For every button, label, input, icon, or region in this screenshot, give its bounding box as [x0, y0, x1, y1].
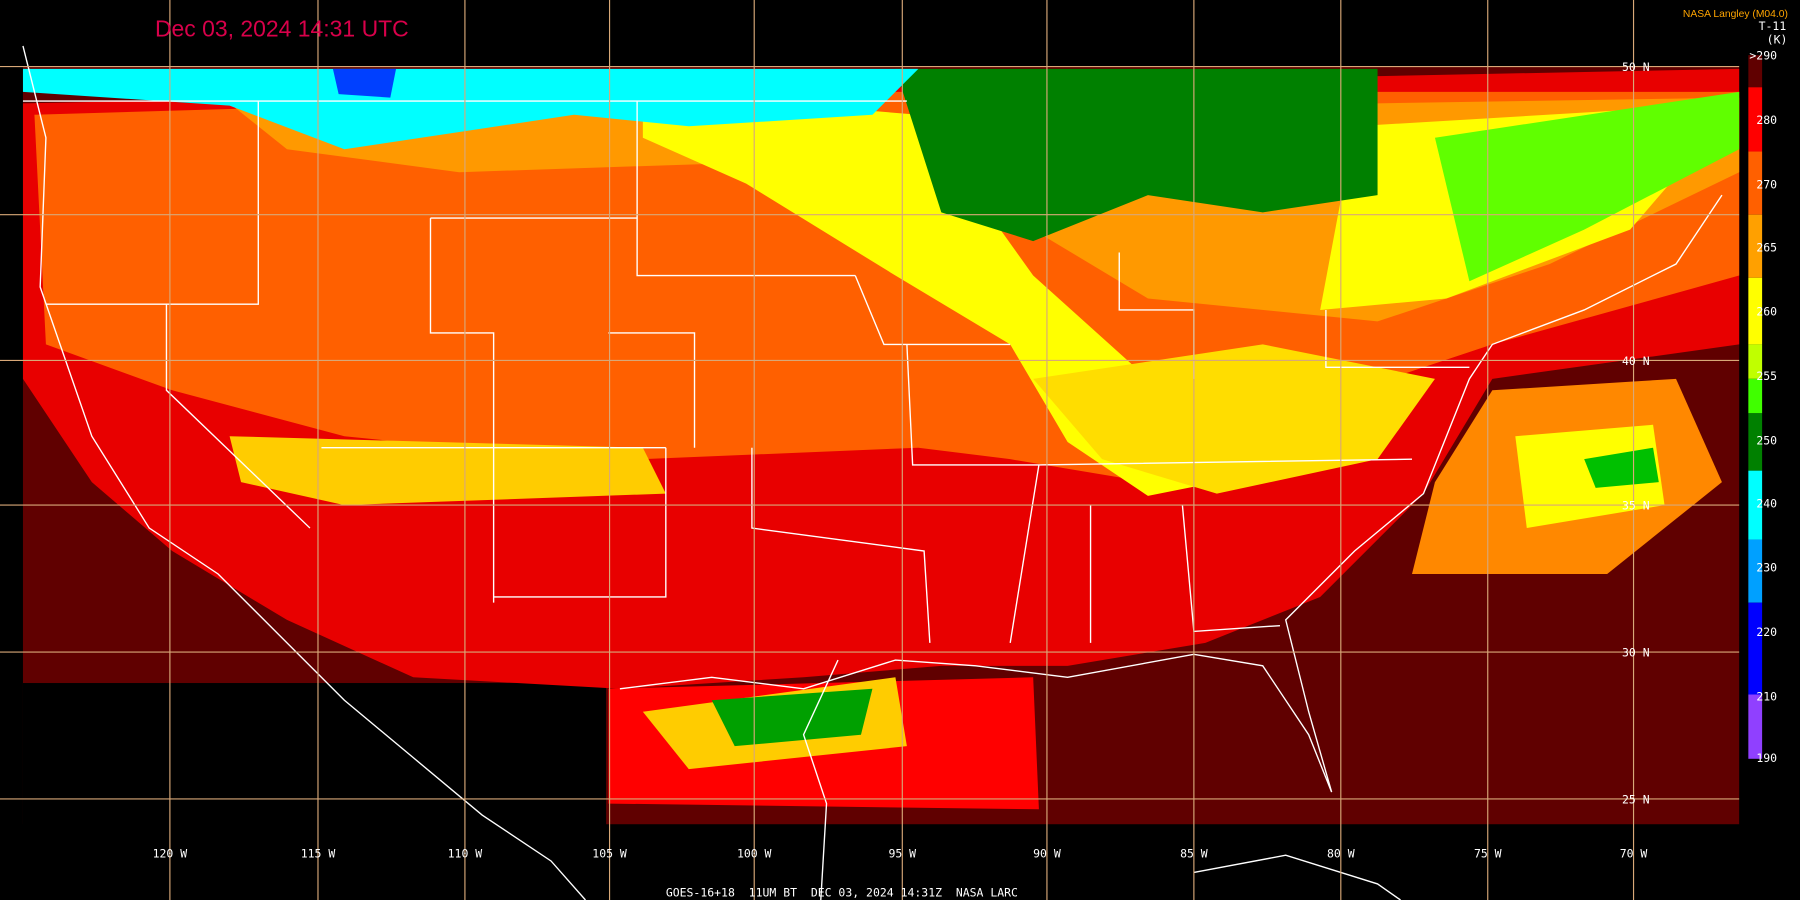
coastline — [22, 45, 1723, 900]
credit: NASA Langley (M04.0) — [1683, 9, 1788, 20]
legend-tick-label: 210 — [1756, 689, 1777, 703]
temp-region — [711, 688, 873, 747]
color-step — [1748, 277, 1763, 345]
legend-tick-label: 270 — [1756, 177, 1777, 191]
color-step — [1748, 694, 1763, 759]
longitude-label: 110 W — [448, 847, 483, 861]
color-bar — [1748, 55, 1763, 759]
color-step — [1748, 55, 1763, 88]
temp-region — [229, 436, 666, 506]
channel: T-11 — [1759, 19, 1787, 33]
color-step — [1748, 378, 1763, 414]
color-step — [1748, 214, 1763, 278]
legend-tick-label: 260 — [1756, 305, 1777, 319]
legend-tick-label: 280 — [1756, 113, 1777, 127]
legend-tick-label: >290 — [1749, 49, 1777, 63]
temp-region — [895, 68, 1378, 242]
legend-tick-label: 265 — [1756, 240, 1777, 254]
legend-tick-label: 220 — [1756, 625, 1777, 639]
longitude-label: 70 W — [1620, 847, 1648, 861]
temperature-image — [22, 66, 1740, 827]
legend-tick-label: 255 — [1756, 369, 1777, 383]
longitude-label: 120 W — [153, 847, 188, 861]
color-step — [1748, 539, 1763, 603]
color-step — [1748, 413, 1763, 471]
temp-region — [1434, 91, 1740, 282]
longitude-label: 100 W — [737, 847, 772, 861]
color-step — [1748, 344, 1763, 379]
timestamp-title: Dec 03, 2024 14:31 UTC — [155, 16, 409, 42]
temp-region — [22, 68, 919, 150]
longitude-label: 105 W — [592, 847, 627, 861]
temp-region — [332, 68, 397, 98]
latitude-label: 35 N — [1622, 499, 1650, 513]
legend-tick-label: 230 — [1756, 561, 1777, 575]
latitude-label: 25 N — [1622, 793, 1650, 807]
legend-tick-label: 240 — [1756, 496, 1777, 510]
longitude-label: 75 W — [1474, 847, 1502, 861]
footer: GOES-16+18 11UM BT DEC 03, 2024 14:31Z N… — [666, 886, 1018, 900]
longitude-label: 95 W — [888, 847, 916, 861]
color-step — [1748, 470, 1763, 540]
longitude-label: 115 W — [301, 847, 336, 861]
color-step — [1748, 151, 1763, 215]
latitude-label: 30 N — [1622, 646, 1650, 660]
latitude-label: 50 N — [1622, 60, 1650, 74]
color-step — [1748, 602, 1763, 695]
temp-region — [1515, 424, 1665, 529]
temp-region — [1033, 344, 1435, 494]
temp-region — [1584, 447, 1659, 488]
longitude-label: 80 W — [1327, 847, 1355, 861]
legend-tick-label: 190 — [1756, 751, 1777, 765]
color-step — [1748, 87, 1763, 152]
longitude-label: 90 W — [1033, 847, 1061, 861]
longitude-label: 85 W — [1180, 847, 1208, 861]
legend-tick-label: 250 — [1756, 433, 1777, 447]
lat-lon-grid — [0, 0, 1740, 900]
latitude-label: 40 N — [1622, 354, 1650, 368]
unit: (K) — [1767, 33, 1788, 47]
no-data — [22, 683, 607, 827]
